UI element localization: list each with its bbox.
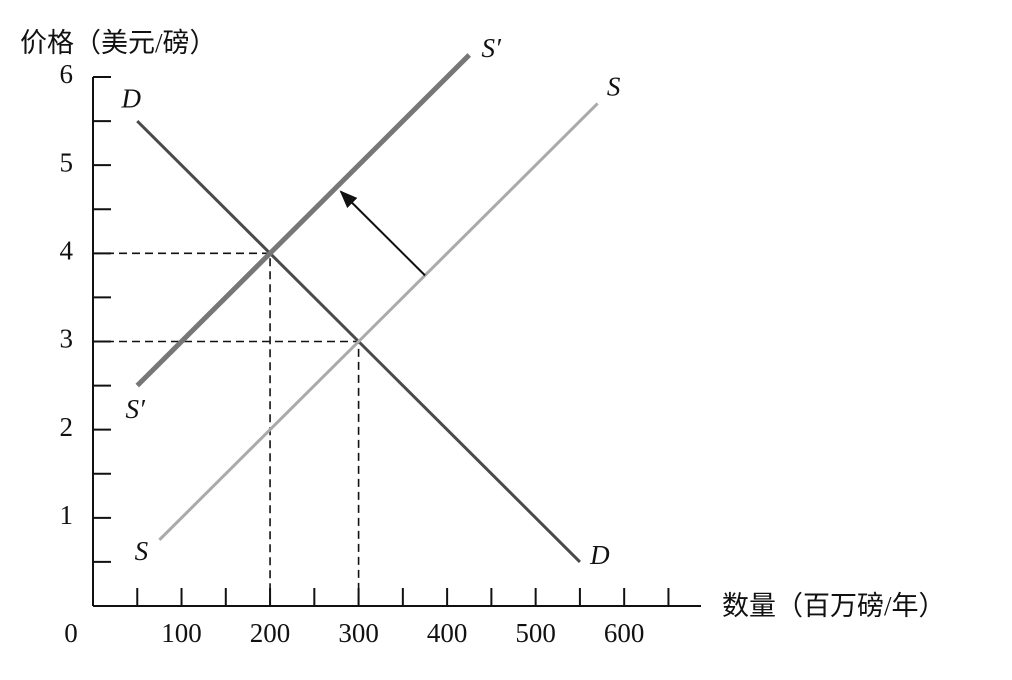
x-tick-label: 200 [250, 618, 291, 648]
line-label: D [121, 83, 142, 113]
supply-demand-line [158, 102, 599, 541]
line-label: D [589, 540, 610, 570]
y-tick-label: 6 [60, 59, 74, 89]
line-label: S [607, 72, 621, 102]
supply-demand-line [135, 53, 472, 388]
x-tick-label: 300 [338, 618, 379, 648]
x-tick-label: 100 [161, 618, 202, 648]
x-tick-label: 400 [427, 618, 468, 648]
x-tick-label: 0 [64, 618, 78, 648]
line-label: S′ [126, 394, 147, 424]
x-axis-title: 数量（百万磅/年） [722, 591, 946, 621]
y-tick-label: 3 [60, 324, 74, 354]
shift-arrow [339, 190, 426, 277]
line-label: S′ [482, 33, 503, 63]
x-tick-label: 600 [604, 618, 645, 648]
y-tick-label: 1 [60, 500, 74, 530]
equilibrium-guide [93, 252, 271, 606]
y-tick-label: 5 [60, 147, 74, 177]
y-axis-title: 价格（美元/磅） [20, 28, 217, 58]
y-tick-label: 2 [60, 412, 74, 442]
y-tick-label: 4 [60, 236, 74, 266]
line-label: S [135, 536, 149, 566]
x-tick-label: 500 [515, 618, 556, 648]
